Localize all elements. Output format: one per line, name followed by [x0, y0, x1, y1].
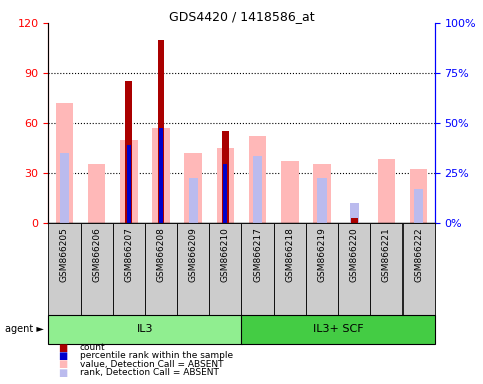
Text: GSM866218: GSM866218	[285, 227, 294, 282]
Text: IL3: IL3	[137, 324, 153, 334]
Text: GSM866221: GSM866221	[382, 227, 391, 282]
Text: GSM866207: GSM866207	[124, 227, 133, 282]
Bar	[127, 144, 131, 223]
Text: value, Detection Call = ABSENT: value, Detection Call = ABSENT	[80, 360, 223, 369]
Text: GSM866205: GSM866205	[60, 227, 69, 282]
Bar	[370, 223, 402, 315]
Bar	[60, 153, 69, 223]
Bar	[223, 164, 227, 223]
Bar	[216, 148, 234, 223]
Bar	[313, 164, 331, 223]
Bar	[177, 223, 209, 315]
Text: GSM866208: GSM866208	[156, 227, 166, 282]
Text: ■: ■	[58, 343, 67, 353]
Bar	[120, 139, 138, 223]
Text: ■: ■	[58, 351, 67, 361]
Bar	[189, 178, 198, 223]
Text: rank, Detection Call = ABSENT: rank, Detection Call = ABSENT	[80, 368, 219, 377]
Bar	[145, 223, 177, 315]
Bar	[338, 223, 370, 315]
Text: agent ►: agent ►	[5, 324, 43, 334]
Bar	[378, 159, 395, 223]
Text: GSM866219: GSM866219	[317, 227, 327, 282]
Bar	[159, 128, 163, 223]
Bar	[56, 103, 73, 223]
Text: IL3+ SCF: IL3+ SCF	[313, 324, 363, 334]
Text: ■: ■	[58, 368, 67, 378]
Bar	[317, 178, 327, 223]
Bar	[274, 223, 306, 315]
Bar	[281, 161, 298, 223]
Bar	[402, 223, 435, 315]
Bar	[249, 136, 267, 223]
Text: ■: ■	[58, 359, 67, 369]
Text: percentile rank within the sample: percentile rank within the sample	[80, 351, 233, 361]
Bar	[253, 156, 262, 223]
Text: GSM866206: GSM866206	[92, 227, 101, 282]
Text: GSM866217: GSM866217	[253, 227, 262, 282]
Bar	[410, 169, 427, 223]
Bar	[113, 223, 145, 315]
Text: GSM866222: GSM866222	[414, 227, 423, 282]
Bar	[242, 315, 435, 344]
Bar	[126, 81, 132, 223]
Bar	[350, 203, 359, 223]
Bar	[351, 218, 357, 223]
Bar	[48, 223, 81, 315]
Bar	[222, 131, 229, 223]
Bar	[81, 223, 113, 315]
Bar	[242, 223, 274, 315]
Bar	[157, 40, 164, 223]
Bar	[306, 223, 338, 315]
Bar	[48, 315, 242, 344]
Text: GSM866210: GSM866210	[221, 227, 230, 282]
Text: count: count	[80, 343, 105, 352]
Text: GSM866220: GSM866220	[350, 227, 359, 282]
Bar	[88, 164, 105, 223]
Bar	[209, 223, 242, 315]
Text: GDS4420 / 1418586_at: GDS4420 / 1418586_at	[169, 10, 314, 23]
Bar	[185, 153, 202, 223]
Bar	[414, 189, 423, 223]
Text: GSM866209: GSM866209	[189, 227, 198, 282]
Bar	[152, 128, 170, 223]
